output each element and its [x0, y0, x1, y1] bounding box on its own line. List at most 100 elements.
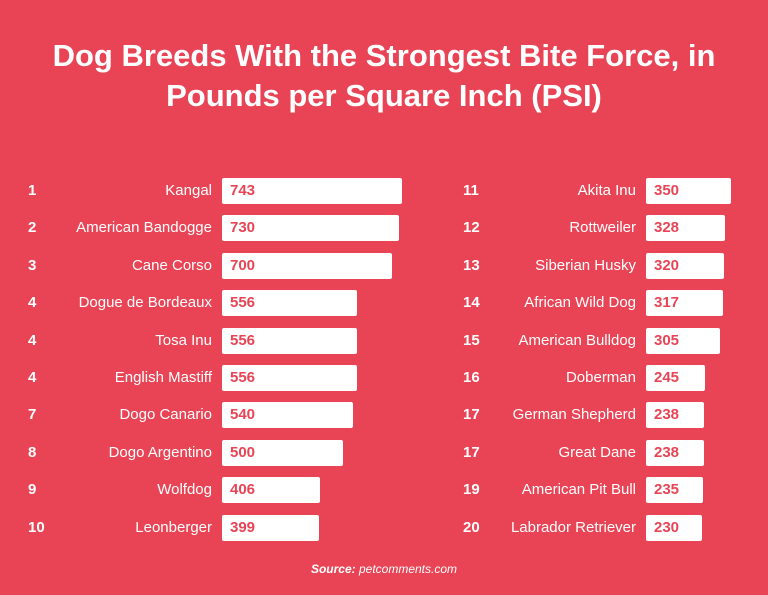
- rank-label: 12: [463, 219, 480, 237]
- bar-row: 2 American Bandogge 730: [0, 215, 768, 242]
- breed-label: Akita Inu: [577, 182, 636, 199]
- bar-row: 16 Doberman 245: [0, 365, 768, 391]
- value-label: 406: [230, 481, 256, 499]
- value-label: 328: [654, 219, 680, 237]
- bar: [222, 178, 402, 204]
- bar: [646, 327, 720, 354]
- rank-label: 3: [28, 256, 37, 274]
- value-label: 556: [230, 331, 256, 349]
- rank-label: 10: [28, 518, 45, 536]
- bar-row: 13 Siberian Husky 320: [0, 252, 768, 279]
- rank-label: 15: [463, 331, 480, 349]
- value-label: 556: [230, 294, 256, 312]
- rank-label: 7: [28, 406, 37, 424]
- value-label: 350: [654, 182, 680, 199]
- value-label: 317: [654, 294, 680, 312]
- bar-row: 15 American Bulldog 305: [0, 327, 768, 354]
- rank-label: 19: [463, 481, 480, 499]
- source-text: petcomments.com: [358, 562, 458, 576]
- source-note: Source: petcomments.com: [0, 562, 768, 576]
- bar: [646, 439, 704, 466]
- rank-label: 4: [28, 331, 37, 349]
- bar: [222, 252, 392, 279]
- breed-label: Leonberger: [135, 518, 212, 536]
- bar-row: 17 Great Dane 238: [0, 439, 768, 466]
- rank-label: 17: [463, 443, 480, 461]
- breed-label: German Shepherd: [512, 406, 636, 424]
- chart-title: Dog Breeds With the Strongest Bite Force…: [52, 38, 716, 113]
- bar: [222, 477, 321, 504]
- rank-label: 20: [463, 518, 480, 536]
- bar-row: 4 Dogue de Bordeaux 556: [0, 290, 768, 317]
- bar-row: 1 Kangal 743: [0, 178, 768, 204]
- breed-label: Rottweiler: [569, 219, 636, 237]
- value-label: 540: [230, 406, 256, 424]
- bar-row: 4 Tosa Inu 556: [0, 327, 768, 354]
- bar: [646, 290, 723, 317]
- bar: [222, 290, 357, 317]
- breed-label: English Mastiff: [114, 369, 212, 386]
- bar-row: 11 Akita Inu 350: [0, 178, 768, 204]
- bar: [646, 215, 726, 242]
- bar-row: 17 German Shepherd 238: [0, 402, 768, 429]
- breed-label: Siberian Husky: [535, 256, 636, 274]
- bar: [646, 178, 731, 204]
- value-label: 238: [654, 406, 680, 424]
- value-label: 500: [230, 443, 256, 461]
- bar: [646, 365, 706, 391]
- bar-row: 20 Labrador Retriever 230: [0, 514, 768, 541]
- bar: [222, 402, 353, 429]
- rank-label: 4: [28, 294, 37, 312]
- value-label: 320: [654, 256, 680, 274]
- breed-label: Dogo Argentino: [108, 443, 212, 461]
- value-label: 700: [230, 256, 256, 274]
- rank-label: 13: [463, 256, 480, 274]
- breed-label: Doberman: [565, 369, 636, 386]
- value-label: 305: [654, 331, 680, 349]
- breed-label: African Wild Dog: [524, 294, 636, 312]
- breed-label: Dogo Canario: [119, 406, 212, 424]
- bar-row: 8 Dogo Argentino 500: [0, 439, 768, 466]
- bar: [222, 439, 344, 466]
- rank-label: 17: [463, 406, 480, 424]
- bar-row: 7 Dogo Canario 540: [0, 402, 768, 429]
- breed-label: Kangal: [165, 182, 212, 199]
- bar: [222, 327, 357, 354]
- bar: [646, 477, 703, 504]
- bar-row: 3 Cane Corso 700: [0, 252, 768, 279]
- breed-label: Tosa Inu: [155, 331, 212, 349]
- value-label: 245: [654, 369, 680, 386]
- bar-row: 14 African Wild Dog 317: [0, 290, 768, 317]
- rank-label: 9: [28, 481, 37, 499]
- value-label: 235: [654, 481, 680, 499]
- bar: [646, 514, 702, 541]
- bar: [222, 365, 357, 391]
- bar: [646, 252, 724, 279]
- value-label: 743: [230, 182, 256, 199]
- rank-label: 8: [28, 443, 37, 461]
- bar-row: 10 Leonberger 399: [0, 514, 768, 541]
- breed-label: Wolfdog: [157, 481, 212, 499]
- bar-row: 19 American Pit Bull 235: [0, 477, 768, 504]
- bar: [222, 215, 399, 242]
- rank-label: 11: [463, 182, 479, 199]
- breed-label: Dogue de Bordeaux: [78, 294, 212, 312]
- breed-label: Cane Corso: [131, 256, 212, 274]
- breed-label: American Bulldog: [518, 331, 636, 349]
- bar-row: 12 Rottweiler 328: [0, 215, 768, 242]
- breed-label: Labrador Retriever: [510, 518, 636, 536]
- value-label: 556: [230, 369, 256, 386]
- breed-label: Great Dane: [558, 443, 636, 461]
- rank-label: 16: [463, 369, 480, 386]
- breed-label: American Pit Bull: [521, 481, 636, 499]
- bar-row: 4 English Mastiff 556: [0, 365, 768, 391]
- bar: [222, 514, 319, 541]
- value-label: 730: [230, 219, 256, 237]
- rank-label: 4: [28, 369, 37, 386]
- value-label: 230: [654, 518, 680, 536]
- value-label: 238: [654, 443, 680, 461]
- rank-label: 14: [463, 294, 480, 312]
- value-label: 399: [230, 518, 256, 536]
- breed-label: American Bandogge: [76, 219, 212, 237]
- rank-label: 2: [28, 219, 37, 237]
